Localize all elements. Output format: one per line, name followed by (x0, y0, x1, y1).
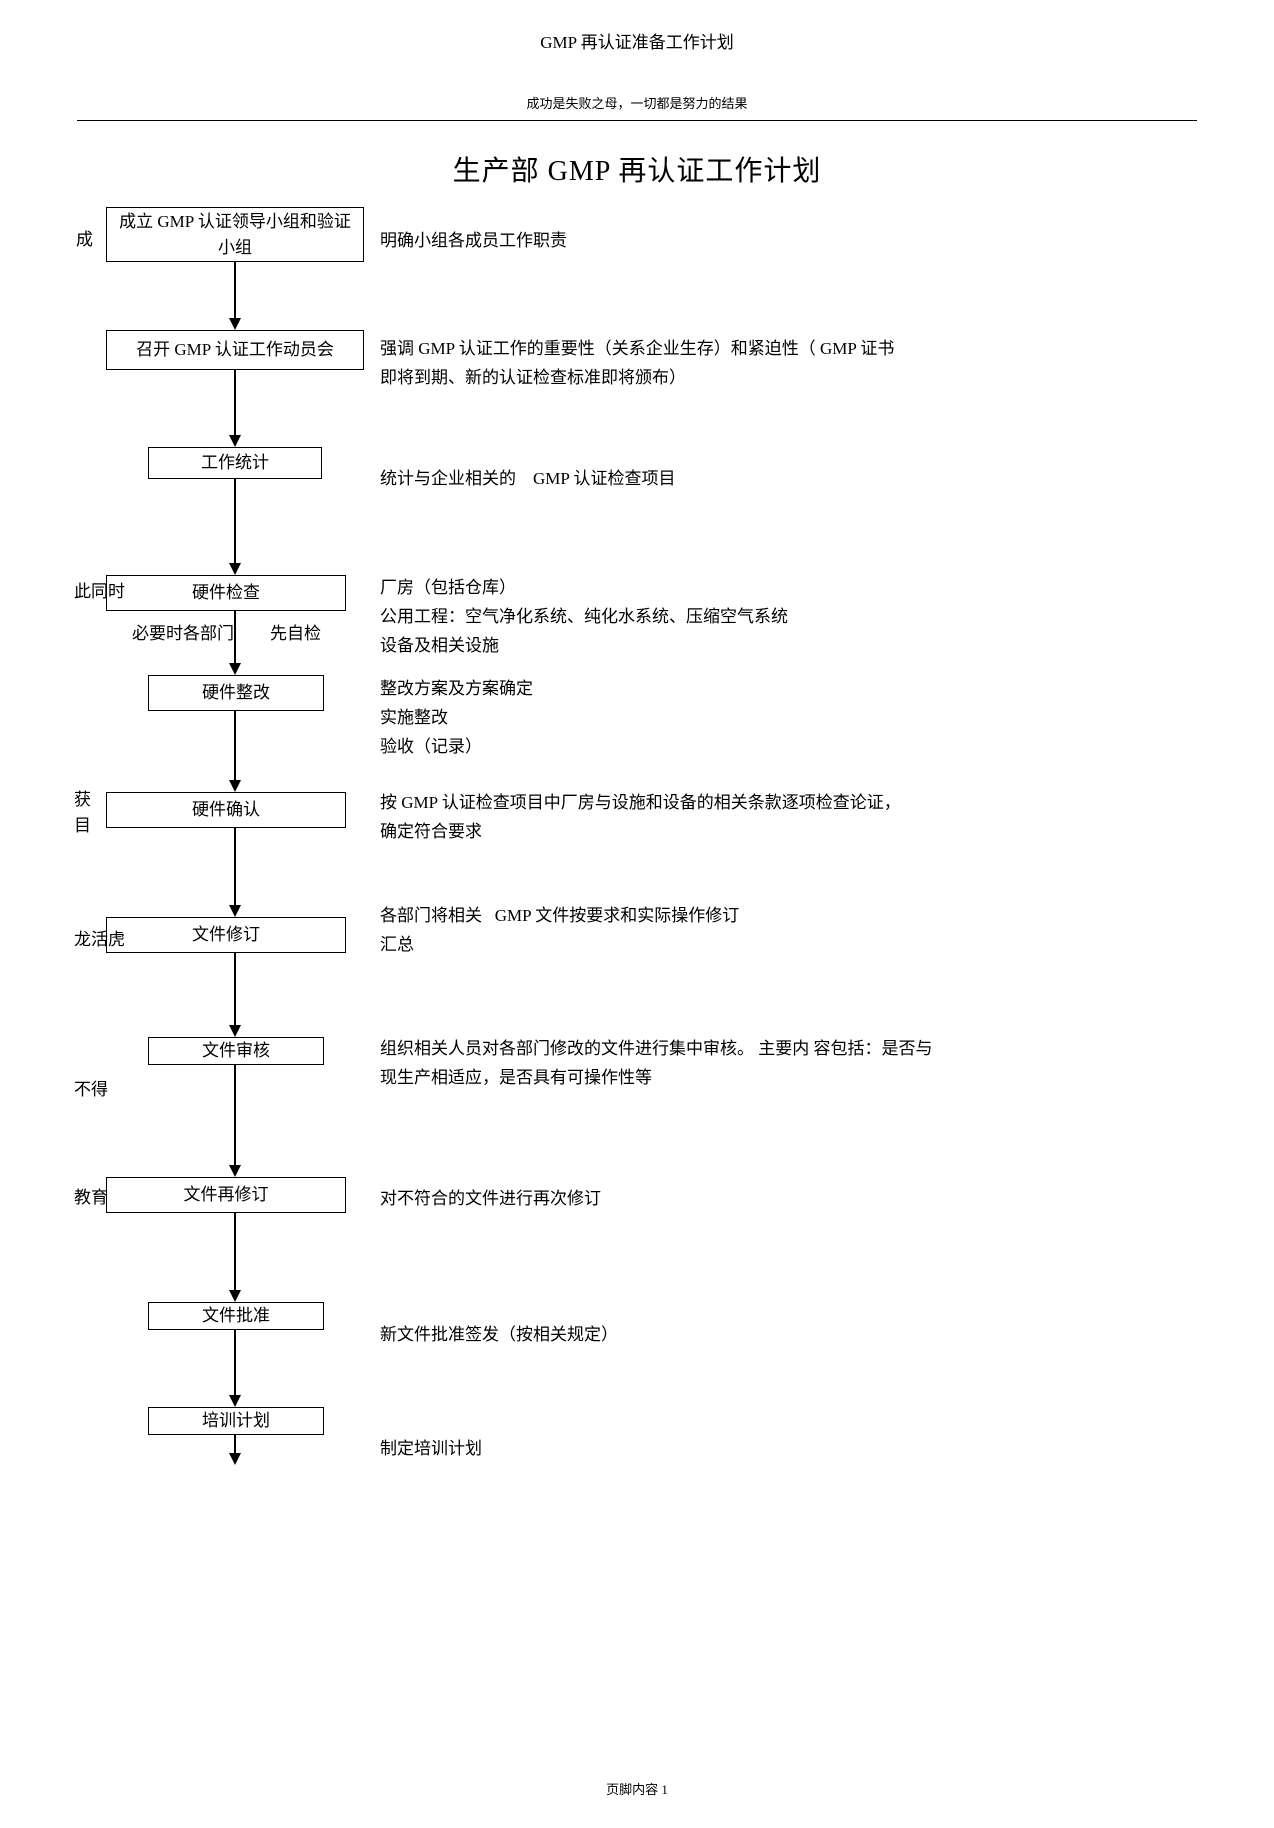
flow-node-n8: 文件审核 (148, 1037, 324, 1065)
arrow-line (234, 370, 236, 435)
arrow-line (234, 1213, 236, 1290)
arrow-head-icon (229, 318, 241, 330)
flow-node-desc-n9: 对不符合的文件进行再次修订 (380, 1185, 601, 1214)
arrow-head-icon (229, 563, 241, 575)
flowchart-canvas: 成立 GMP 认证领导小组和验证小组明确小组各成员工作职责 成召开 GMP 认证工… (0, 207, 1274, 1767)
arrow-line (234, 711, 236, 780)
header-title: GMP 再认证准备工作计划 (540, 33, 733, 52)
flow-side-left-n1: 成 (76, 227, 93, 253)
arrow-head-icon (229, 1395, 241, 1407)
flow-node-n6: 硬件确认 (106, 792, 346, 828)
main-title: 生产部 GMP 再认证工作计划 (0, 149, 1274, 189)
arrow-line (234, 1330, 236, 1395)
flow-node-desc-n3: 统计与企业相关的 GMP 认证检查项目 (380, 465, 675, 494)
flow-side-left-n8: 不得 (74, 1077, 108, 1103)
arrow-head-icon (229, 905, 241, 917)
flow-node-desc-n2: 强调 GMP 认证工作的重要性（关系企业生存）和紧迫性（ GMP 证书即将到期、… (380, 335, 910, 393)
flow-node-desc-n4: 厂房（包括仓库） 公用工程：空气净化系统、纯化水系统、压缩空气系统 设备及相关设… (380, 574, 788, 661)
flow-node-desc-n8: 组织相关人员对各部门修改的文件进行集中审核。 主要内 容包括：是否与现生产相适应… (380, 1035, 940, 1093)
arrow-line (234, 828, 236, 905)
flow-node-desc-n7: 各部门将相关 GMP 文件按要求和实际操作修订 汇总 (380, 902, 739, 960)
flow-node-n10: 文件批准 (148, 1302, 324, 1330)
arrow-head-icon (229, 780, 241, 792)
flow-node-n1: 成立 GMP 认证领导小组和验证小组 (106, 207, 364, 262)
flow-node-n11: 培训计划 (148, 1407, 324, 1435)
arrow-line (234, 1065, 236, 1165)
arrow-head-icon (229, 1025, 241, 1037)
flow-node-n4: 硬件检查 (106, 575, 346, 611)
flow-side-left-n7: 龙活虎 (74, 927, 125, 953)
flow-side-left-n6: 获 目 (74, 787, 91, 838)
arrow-line (234, 479, 236, 563)
page-header: GMP 再认证准备工作计划 (0, 0, 1274, 53)
header-subtitle: 成功是失败之母，一切都是努力的结果 (77, 93, 1197, 121)
flow-below-right-n4: 先自检 (270, 621, 321, 647)
arrow-head-icon (229, 663, 241, 675)
flow-below-left-n4: 必要时各部门 (132, 621, 234, 647)
flow-node-n3: 工作统计 (148, 447, 322, 479)
arrow-line (234, 611, 236, 663)
arrow-head-icon (229, 1453, 241, 1465)
flow-node-n5: 硬件整改 (148, 675, 324, 711)
flow-node-desc-n10: 新文件批准签发（按相关规定） (380, 1321, 618, 1350)
flow-node-desc-n6: 按 GMP 认证检查项目中厂房与设施和设备的相关条款逐项检查论证，确定符合要求 (380, 789, 910, 847)
flow-node-n9: 文件再修订 (106, 1177, 346, 1213)
flow-side-left-n9: 教育 (74, 1185, 108, 1211)
flow-node-desc-n11: 制定培训计划 (380, 1435, 482, 1464)
flow-node-desc-n1: 明确小组各成员工作职责 (380, 227, 567, 256)
arrow-head-icon (229, 1165, 241, 1177)
arrow-line (234, 1435, 236, 1453)
flow-side-left-n4: 此同时 (74, 579, 125, 605)
flow-node-n7: 文件修订 (106, 917, 346, 953)
arrow-line (234, 262, 236, 318)
arrow-head-icon (229, 435, 241, 447)
arrow-line (234, 953, 236, 1025)
arrow-head-icon (229, 1290, 241, 1302)
flow-node-n2: 召开 GMP 认证工作动员会 (106, 330, 364, 370)
flow-node-desc-n5: 整改方案及方案确定 实施整改 验收（记录） (380, 675, 533, 762)
